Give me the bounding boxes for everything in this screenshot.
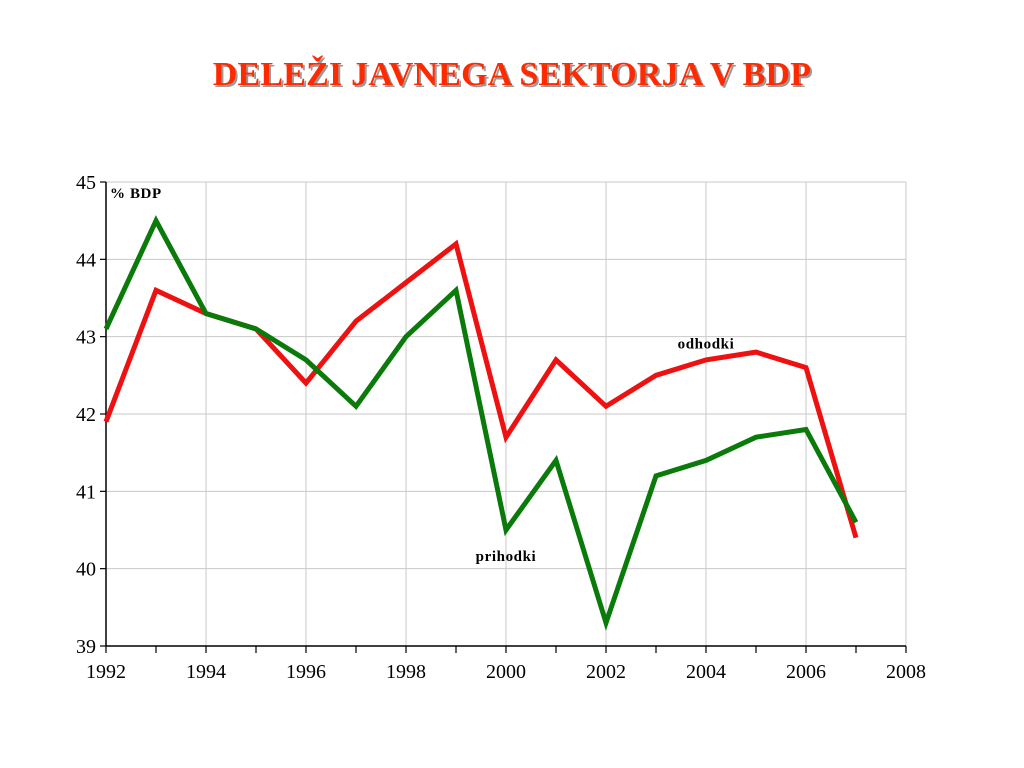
page-title: DELEŽI JAVNEGA SEKTORJA V BDP bbox=[212, 56, 812, 93]
y-tick-label: 39 bbox=[76, 636, 96, 658]
x-tick-label: 2000 bbox=[486, 661, 526, 683]
series-line-prihodki bbox=[103, 215, 859, 631]
x-tick-label: 1992 bbox=[86, 661, 126, 683]
y-tick-label: 44 bbox=[76, 249, 96, 271]
series-layer bbox=[103, 215, 859, 631]
x-tick-label: 2006 bbox=[786, 661, 826, 683]
y-axis-unit-label: % BDP bbox=[110, 186, 162, 202]
x-tick-label: 1994 bbox=[186, 661, 226, 683]
x-tick-label: 1998 bbox=[386, 661, 426, 683]
labels-layer: 39 40 41 42 43 44 45 1992 1994 1996 1998 2000 2002 20… bbox=[76, 172, 926, 683]
x-tick-label: 2008 bbox=[886, 661, 926, 683]
y-tick-label: 43 bbox=[76, 327, 96, 349]
y-tick-label: 41 bbox=[76, 481, 96, 503]
axes-layer bbox=[100, 181, 907, 653]
series-line-odhodki bbox=[103, 239, 859, 539]
y-tick-label: 40 bbox=[76, 559, 96, 581]
x-tick-label: 2004 bbox=[686, 661, 726, 683]
x-tick-label: 2002 bbox=[586, 661, 626, 683]
x-tick-label: 1996 bbox=[286, 661, 326, 683]
series-label-odhodki: odhodki bbox=[678, 336, 735, 352]
y-tick-label: 45 bbox=[76, 172, 96, 194]
grid-layer bbox=[106, 181, 907, 646]
series-label-prihodki: prihodki bbox=[476, 549, 537, 565]
y-tick-label: 42 bbox=[76, 404, 96, 426]
